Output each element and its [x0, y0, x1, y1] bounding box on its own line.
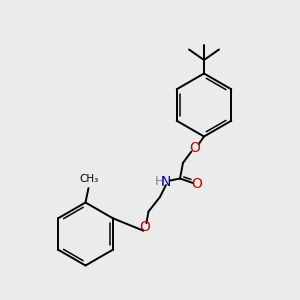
Text: N: N — [161, 175, 171, 188]
Text: O: O — [191, 178, 202, 191]
Text: O: O — [190, 141, 200, 155]
Text: CH₃: CH₃ — [80, 174, 99, 184]
Text: O: O — [140, 220, 150, 234]
Text: H: H — [154, 175, 164, 188]
